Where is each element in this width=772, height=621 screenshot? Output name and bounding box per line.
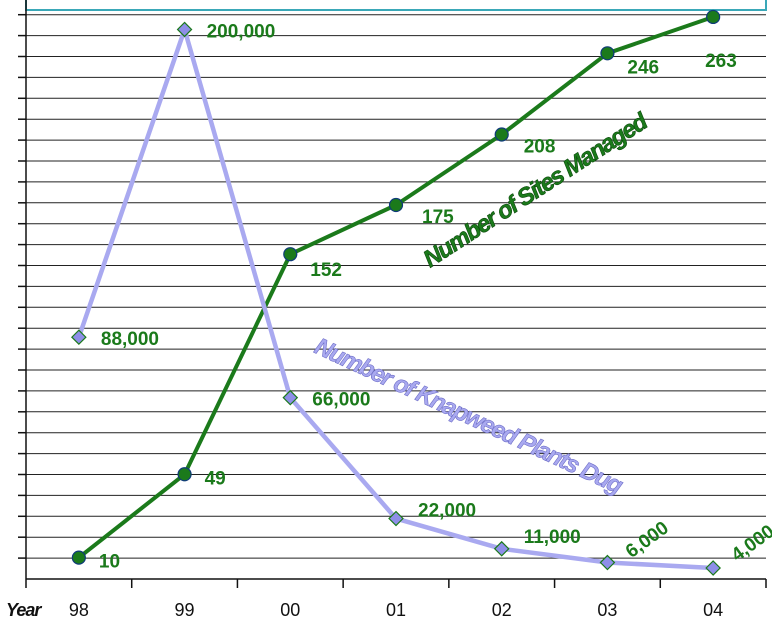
data-label: 10 (99, 552, 120, 573)
data-point (599, 554, 616, 571)
data-label: 88,000 (101, 329, 159, 350)
data-label: 49 (205, 468, 226, 489)
data-label: 4,000 (728, 521, 772, 566)
x-tick-label: 00 (280, 600, 300, 620)
data-label: 66,000 (312, 390, 370, 411)
data-label: 22,000 (418, 501, 476, 522)
data-point (600, 46, 615, 61)
series-title-sites: Number of Sites Managed (419, 107, 654, 273)
x-axis: Year 98 99 00 01 02 03 04 (6, 579, 767, 620)
x-tick-label: 98 (69, 600, 89, 620)
data-point (71, 329, 87, 346)
data-label: 263 (705, 51, 737, 72)
x-axis-title: Year (6, 600, 42, 620)
data-label: 6,000 (622, 518, 673, 563)
data-point (493, 540, 510, 557)
data-point (388, 510, 404, 527)
data-point (283, 247, 298, 262)
data-label: 208 (524, 137, 556, 158)
plot-frame (25, 0, 767, 580)
data-point (494, 127, 509, 142)
data-label: 152 (310, 260, 342, 281)
data-point (705, 560, 721, 576)
x-tick-label: 99 (175, 600, 195, 620)
data-point (388, 197, 404, 213)
data-label: 11,000 (524, 527, 581, 548)
series-markers (71, 9, 721, 576)
x-tick-label: 03 (597, 600, 617, 620)
data-point (176, 21, 193, 38)
data-labels: 10 49 152 175 208 246 263 88,000 200,000 66,000 22… (99, 22, 772, 573)
data-label: 200,000 (207, 22, 276, 43)
title-box-edge (25, 0, 767, 11)
x-tick-label: 02 (492, 600, 512, 620)
data-point (282, 389, 299, 406)
x-tick-label: 01 (386, 600, 406, 620)
data-label: 175 (422, 207, 454, 228)
data-point (71, 550, 86, 565)
gridlines (18, 13, 766, 559)
data-label: 246 (627, 57, 659, 78)
series-titles: Number of Sites Managed Number of Knapwe… (310, 107, 654, 500)
data-point (706, 9, 721, 25)
data-point (177, 467, 192, 482)
x-tick-label: 04 (703, 600, 723, 620)
